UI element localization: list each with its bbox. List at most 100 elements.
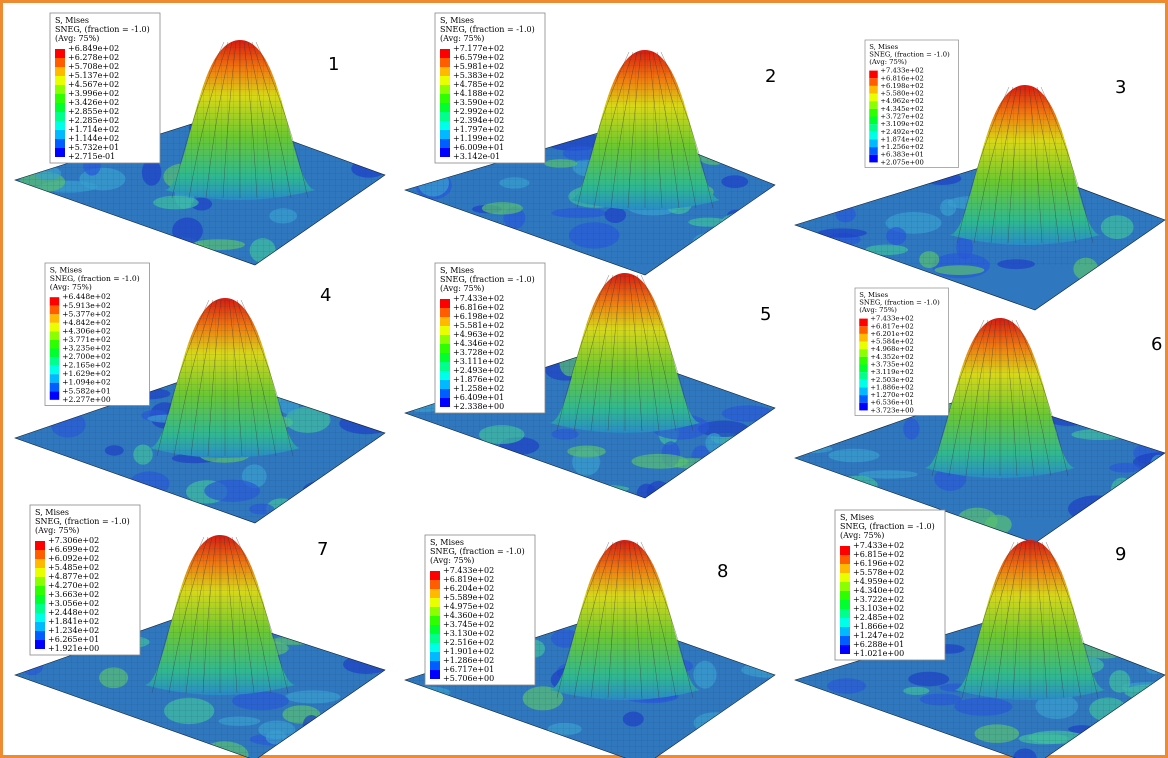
legend-swatch [430,670,440,679]
legend-swatch [840,582,850,591]
bump-meridian [188,41,229,199]
legend-value: +6.819e+02 [443,575,494,584]
legend-value: +6.198e+02 [453,312,504,321]
legend-swatch [440,380,450,389]
legend-header: (Avg: 75%) [869,58,907,66]
legend-value: +3.723e+00 [870,406,914,414]
bump-meridian [632,541,660,699]
bump-meridian [1036,86,1077,244]
legend-value: +4.785e+02 [453,80,504,89]
legend-value: +1.094e+02 [62,378,111,387]
legend-swatch [55,85,65,94]
legend-value: +4.352e+02 [870,353,914,361]
legend-header: S, Mises [35,508,69,517]
legend-value: +2.492e+02 [880,128,924,136]
panel-number: 4 [320,285,331,306]
bump-meridian [168,536,209,694]
bump-meridian [255,41,309,199]
legend-value: +6.448e+02 [62,292,111,301]
legend-swatch [869,108,878,117]
legend-value: +6.816e+02 [453,303,504,312]
legend-value: +2.715e-01 [68,152,115,161]
legend-value: +3.996e+02 [68,89,119,98]
legend-swatch [859,318,868,327]
legend-value: +1.874e+02 [880,135,924,143]
bump-meridian [1007,86,1022,244]
legend-value: +6.278e+02 [68,53,119,62]
legend-box [424,534,536,686]
bump-meridian [632,274,660,432]
bump-meridian [1011,319,1052,477]
legend-swatch [49,382,60,392]
legend-value: +6.817e+02 [870,322,914,330]
legend-swatch [55,67,65,76]
bump-meridian [1032,86,1060,244]
legend-header: (Avg: 75%) [440,284,484,293]
bump-meridian [151,536,205,694]
legend-value: +6.815e+02 [853,550,904,559]
legend-value: +4.346e+02 [453,339,504,348]
legend-swatch [49,365,60,375]
legend-value: +7.433e+02 [453,294,504,303]
legend-swatch [859,372,868,380]
bump-meridian [240,299,294,457]
legend-header: SNEG, (fraction = -1.0) [35,517,130,526]
bump-meridian [232,299,260,457]
legend-value: +5.485e+02 [48,563,99,572]
legend-value: +3.056e+02 [48,599,99,608]
legend-box [434,262,546,414]
legend-value: +4.959e+02 [853,577,904,586]
legend-swatch [35,631,45,640]
legend-swatch [840,564,850,573]
bump-meridian [652,51,680,209]
bump-meridian [590,274,618,432]
legend-value: +6.409e+01 [453,393,504,402]
legend-value: +4.975e+02 [443,602,494,611]
legend-box [434,12,546,164]
legend-swatch [859,349,868,357]
legend-value: +3.590e+02 [453,98,504,107]
bump-meridian [1040,86,1094,244]
legend-value: +6.196e+02 [853,559,904,568]
legend-value: +1.234e+02 [48,626,99,635]
legend-swatch [430,661,440,670]
legend-swatch [55,148,65,157]
legend-swatch [49,339,60,349]
legend-value: +1.256e+02 [880,143,924,151]
legend-value: +6.699e+02 [48,545,99,554]
legend-swatch [440,112,450,121]
legend-value: +6.717e+01 [443,665,494,674]
legend-header: (Avg: 75%) [440,34,484,43]
legend-swatch [440,362,450,371]
legend-value: +7.433e+02 [870,315,914,323]
legend-swatch [869,70,878,79]
legend-swatch [440,76,450,85]
legend-value: +3.235e+02 [62,344,111,353]
bump-meridian [231,536,272,694]
legend-value: +3.728e+02 [453,348,504,357]
legend-swatch [430,652,440,661]
plate-edge [404,124,776,276]
legend-swatch [440,85,450,94]
legend-value: +3.142e-01 [453,152,500,161]
legend-value: +4.188e+02 [453,89,504,98]
legend-swatch [869,101,878,109]
legend-value: +2.493e+02 [453,366,504,375]
legend-value: +1.876e+02 [453,375,504,384]
legend-value: +4.962e+02 [880,97,924,105]
legend-value: +5.580e+02 [880,90,924,98]
legend-value: +7.306e+02 [48,536,99,545]
legend-swatch [859,379,868,388]
bump-meridian [228,299,243,457]
legend-swatch [840,609,850,618]
legend-value: +1.247e+02 [853,631,904,640]
legend-header: SNEG, (fraction = -1.0) [430,547,525,556]
legend-swatch [859,364,868,373]
panel-number: 3 [1115,77,1126,98]
legend-swatch [440,371,450,380]
bump-meridian [1012,541,1027,699]
legend-value: +3.109e+02 [880,120,924,128]
